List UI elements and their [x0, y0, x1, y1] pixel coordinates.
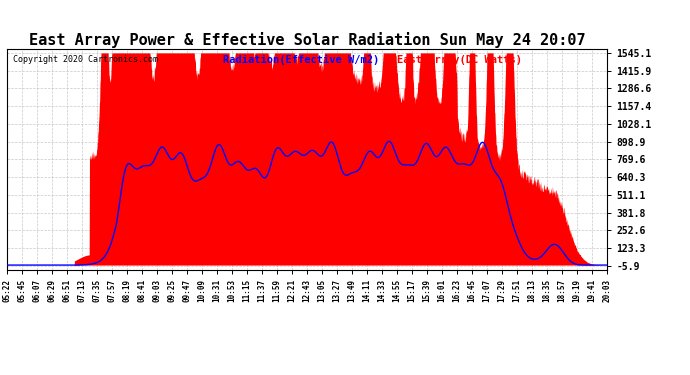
Text: Radiation(Effective W/m2): Radiation(Effective W/m2) [223, 56, 380, 65]
Title: East Array Power & Effective Solar Radiation Sun May 24 20:07: East Array Power & Effective Solar Radia… [29, 32, 585, 48]
Text: Copyright 2020 Cartronics.com: Copyright 2020 Cartronics.com [13, 56, 158, 64]
Text: East Array(DC Watts): East Array(DC Watts) [397, 56, 522, 65]
